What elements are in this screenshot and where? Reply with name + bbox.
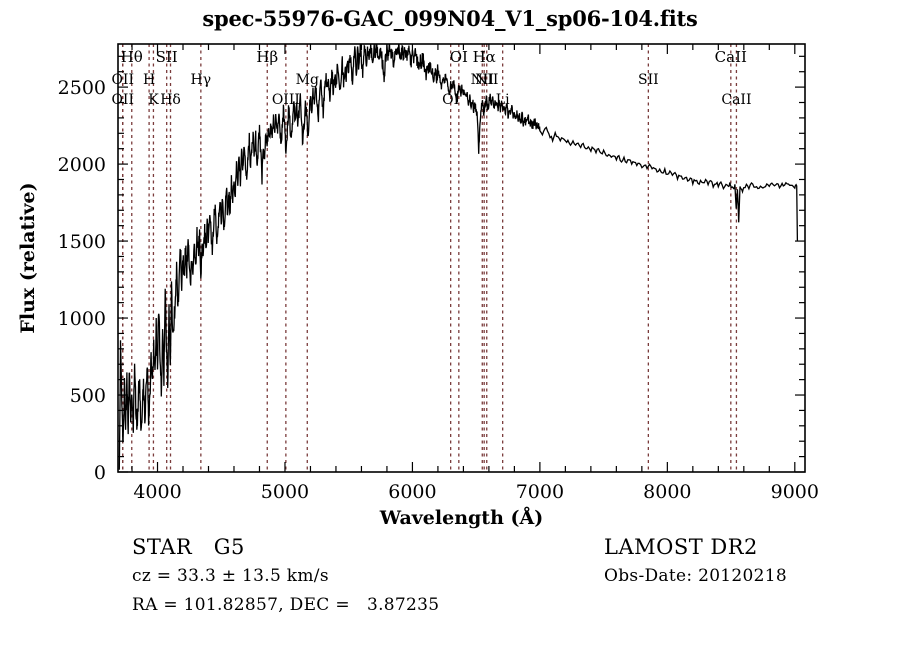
y-tick-label: 1000 xyxy=(58,308,106,330)
x-tick-label: 6000 xyxy=(388,481,436,503)
x-tick-label: 4000 xyxy=(133,481,181,503)
spectral-line-label: OI xyxy=(450,48,468,66)
spectral-line-labels: OIIOIIHθHKSIIHδHγHβOIIIMgOIOINIIHαNIILiS… xyxy=(111,48,751,108)
x-axis-title: Wavelength (Å) xyxy=(379,506,543,529)
x-tick-label: 5000 xyxy=(261,481,309,503)
object-type-and-class: STAR G5 xyxy=(132,535,245,559)
plot-border xyxy=(117,43,806,473)
y-tick-label: 1500 xyxy=(58,231,106,253)
spectral-line-label: CaII xyxy=(715,48,747,66)
y-tick-label: 2500 xyxy=(58,77,106,99)
spectral-line-label: OI xyxy=(442,92,459,108)
x-tick-label: 9000 xyxy=(771,481,819,503)
spectral-line-label: OII xyxy=(111,92,134,108)
spectral-line-label: H xyxy=(143,72,155,88)
page-title: spec-55976-GAC_099N04_V1_sp06-104.fits xyxy=(202,6,698,31)
spectral-line-label: Hγ xyxy=(191,72,212,88)
y-tick-label: 500 xyxy=(70,385,106,407)
spectral-line-label: Hα xyxy=(473,48,496,66)
spectral-line-label: CaII xyxy=(721,92,751,108)
spectral-line-label: NII xyxy=(471,72,494,88)
object-metadata: STAR G5 cz = 33.3 ± 13.5 km/s RA = 101.8… xyxy=(132,532,439,620)
spectral-line-label: OII xyxy=(111,72,134,88)
spectrum-trace xyxy=(118,44,799,470)
redshift-velocity: cz = 33.3 ± 13.5 km/s xyxy=(132,566,329,586)
spectral-line-label: NII xyxy=(475,72,498,88)
spectral-line-label: Hθ xyxy=(121,48,143,66)
flux-trace xyxy=(118,44,799,470)
spectral-line-label: Li xyxy=(496,92,510,108)
spectral-line-markers xyxy=(122,44,738,472)
observation-date: Obs-Date: 20120218 xyxy=(604,566,788,586)
axis-ticks xyxy=(118,44,805,473)
spectral-line-label: Hβ xyxy=(256,48,278,66)
spectral-line-label: SII xyxy=(156,48,178,66)
x-tick-label: 7000 xyxy=(516,481,564,503)
coordinates: RA = 101.82857, DEC = 3.87235 xyxy=(132,595,440,615)
survey-name: LAMOST DR2 xyxy=(604,535,758,559)
plot-frame xyxy=(117,43,806,473)
y-tick-label: 0 xyxy=(94,462,106,484)
spectral-line-label: K xyxy=(148,92,159,108)
spectral-line-label: Mg xyxy=(296,72,319,88)
spectral-line-label: OIII xyxy=(272,92,300,108)
x-tick-label: 8000 xyxy=(643,481,691,503)
spectral-line-label: Hδ xyxy=(160,92,181,108)
axis-titles: Wavelength (Å) Flux (relative) xyxy=(17,182,543,529)
axis-tick-labels: 4000 5000 6000 7000 8000 9000 0 500 1000 1500 2000… xyxy=(58,77,819,503)
y-tick-label: 2000 xyxy=(58,154,106,176)
survey-metadata: LAMOST DR2 Obs-Date: 20120218 xyxy=(604,532,787,591)
spectral-line-label: SII xyxy=(638,72,659,88)
y-axis-title: Flux (relative) xyxy=(17,182,39,333)
